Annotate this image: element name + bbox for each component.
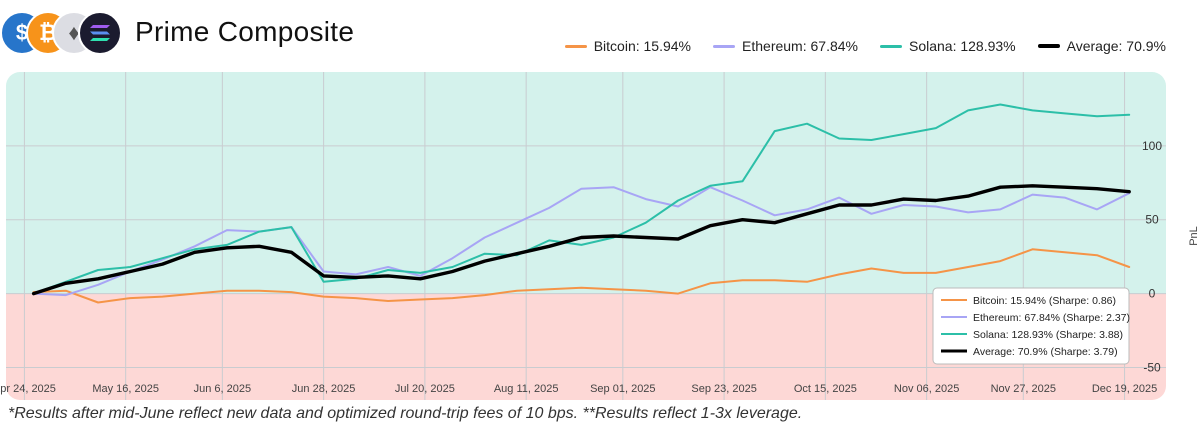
y-tick-label: 50	[1145, 213, 1159, 227]
series-lines	[31, 103, 1131, 304]
legend-box-label: Average: 70.9% (Sharpe: 3.79)	[973, 346, 1118, 358]
top-legend: Bitcoin: 15.94% Ethereum: 67.84% Solana:…	[564, 38, 1166, 54]
x-tick-label: Nov 06, 2025	[894, 383, 959, 395]
legend-box-label: Solana: 128.93% (Sharpe: 3.88)	[973, 329, 1123, 341]
legend-swatch-average	[1037, 44, 1060, 48]
x-tick-label: Jun 6, 2025	[194, 383, 252, 395]
pnl-line-chart: -50 0 50 100 Apr 24, 2025 May 16, 2025 Jun 6,…	[0, 72, 1200, 400]
x-tick-label: Sep 01, 2025	[590, 383, 655, 395]
legend-label-solana: Solana: 128.93%	[908, 38, 1016, 54]
legend-label-average: Average: 70.9%	[1066, 38, 1166, 54]
legend-box: Bitcoin: 15.94% (Sharpe: 0.86) Ethereum: …	[932, 287, 1130, 365]
legend-item-average[interactable]: Average: 70.9%	[1037, 38, 1166, 54]
series-line-bitcoin	[32, 248, 1131, 304]
x-tick-label: May 16, 2025	[92, 383, 159, 395]
coin-icon-group: $ ₿ ♦	[0, 6, 130, 64]
legend-swatch-solana	[879, 44, 902, 48]
series-line-ethereum	[32, 186, 1131, 297]
legend-box-frame	[932, 287, 1130, 365]
legend-item-bitcoin[interactable]: Bitcoin: 15.94%	[564, 38, 692, 54]
legend-item-ethereum[interactable]: Ethereum: 67.84%	[713, 38, 858, 54]
series-line-average	[31, 184, 1131, 296]
x-tick-label: Dec 19, 2025	[1092, 383, 1157, 395]
x-tick-label: Jun 28, 2025	[292, 383, 356, 395]
y-tick-label: -50	[1143, 360, 1161, 374]
y-axis-label: PnL	[1188, 226, 1200, 246]
y-axis-ticks: -50 0 50 100	[1142, 139, 1162, 375]
solana-coin-icon	[78, 11, 122, 55]
x-tick-label: Nov 27, 2025	[991, 383, 1056, 395]
x-tick-label: Aug 11, 2025	[494, 383, 559, 395]
solana-logo-shape	[90, 25, 110, 41]
x-tick-label: Sep 23, 2025	[691, 383, 756, 395]
legend-swatch-ethereum	[713, 44, 736, 48]
x-axis-ticks: Apr 24, 2025 May 16, 2025 Jun 6, 2025 Jun 2…	[0, 383, 1157, 395]
y-tick-label: 0	[1149, 287, 1156, 301]
legend-box-label: Ethereum: 67.84% (Sharpe: 2.37)	[973, 312, 1130, 324]
legend-label-ethereum: Ethereum: 67.84%	[742, 38, 858, 54]
x-tick-label: Jul 20, 2025	[395, 383, 455, 395]
series-line-solana	[32, 103, 1131, 295]
chart-header: $ ₿ ♦ Prime Composite Bitcoin: 15.94% Et…	[0, 0, 1200, 72]
footnote: *Results after mid-June reflect new data…	[8, 405, 803, 422]
x-tick-label: Apr 24, 2025	[0, 383, 56, 395]
chart-area: -50 0 50 100 Apr 24, 2025 May 16, 2025 Jun 6,…	[0, 70, 1200, 402]
legend-swatch-bitcoin	[564, 44, 587, 48]
x-tick-label: Oct 15, 2025	[794, 383, 857, 395]
legend-item-solana[interactable]: Solana: 128.93%	[879, 38, 1016, 54]
legend-label-bitcoin: Bitcoin: 15.94%	[593, 38, 692, 54]
page-title: Prime Composite	[135, 16, 355, 47]
legend-box-label: Bitcoin: 15.94% (Sharpe: 0.86)	[973, 295, 1116, 307]
y-tick-label: 100	[1142, 139, 1162, 153]
